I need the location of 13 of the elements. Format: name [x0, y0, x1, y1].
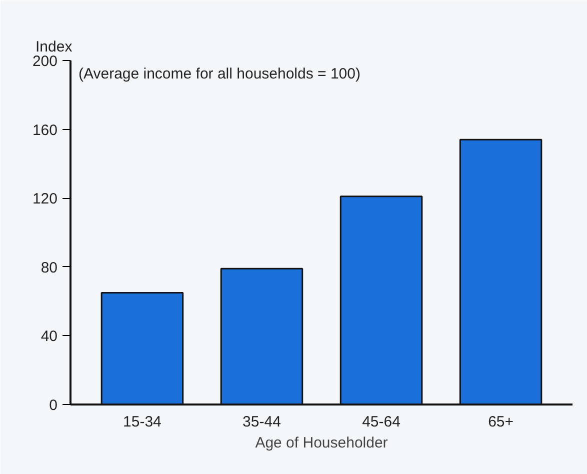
x-tick-label: 15-34: [123, 414, 162, 430]
y-tick-label: 40: [40, 328, 58, 346]
y-tick-label: 160: [32, 122, 58, 139]
y-tick-label: 120: [32, 190, 58, 208]
y-tick-label: 80: [40, 259, 58, 276]
x-tick-label: 35-44: [242, 414, 281, 430]
x-tick-label: 45-64: [362, 414, 400, 430]
y-tick-label: 200: [32, 53, 58, 70]
x-axis-title: Age of Householder: [255, 434, 388, 452]
x-tick-label: 65+: [488, 414, 514, 430]
y-axis-title: Index: [36, 38, 73, 56]
annotation: (Average income for all households = 100): [78, 66, 360, 82]
y-tick-label: 0: [49, 397, 58, 414]
